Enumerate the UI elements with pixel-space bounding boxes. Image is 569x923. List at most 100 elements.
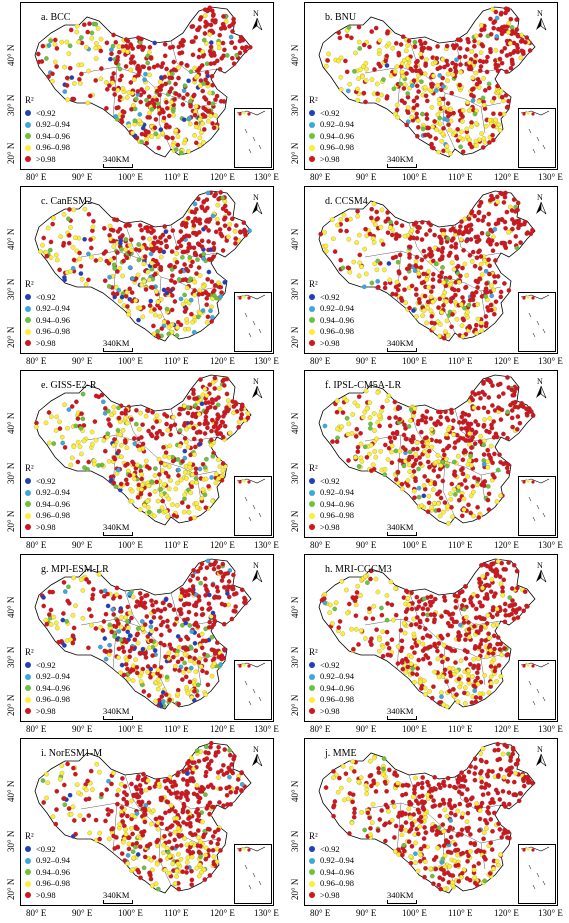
station-point <box>466 302 472 308</box>
station-point <box>475 593 480 599</box>
station-point <box>424 112 430 117</box>
station-point <box>396 52 402 58</box>
station-point <box>204 70 210 75</box>
station-point <box>447 688 452 694</box>
legend-item: <0.92 <box>309 108 354 120</box>
station-point <box>493 65 499 71</box>
station-point <box>149 107 155 112</box>
station-point <box>219 578 225 583</box>
station-point <box>107 648 113 654</box>
station-point <box>151 608 156 614</box>
station-point <box>209 634 215 640</box>
station-point <box>420 648 426 653</box>
station-point <box>459 129 464 135</box>
station-point <box>62 402 67 408</box>
station-point <box>216 837 222 842</box>
station-point <box>432 617 437 622</box>
station-point <box>111 770 116 776</box>
station-point <box>248 44 253 50</box>
station-point <box>343 58 348 64</box>
station-point <box>380 644 386 650</box>
station-point <box>411 78 417 83</box>
station-point <box>515 200 521 206</box>
station-point <box>467 634 472 640</box>
station-point <box>434 55 440 61</box>
station-point <box>386 261 392 266</box>
station-point <box>382 472 388 477</box>
y-tick-label: 40° N <box>6 412 16 434</box>
station-point <box>171 607 177 613</box>
station-point <box>438 414 444 420</box>
station-point <box>158 264 164 270</box>
station-point <box>506 560 511 565</box>
station-point <box>104 106 109 111</box>
station-point <box>190 411 196 417</box>
station-point <box>68 269 74 274</box>
station-point <box>160 61 166 66</box>
station-point <box>482 392 488 397</box>
station-point <box>463 685 468 690</box>
station-point <box>172 829 178 835</box>
station-point <box>154 861 160 867</box>
station-point <box>169 75 175 81</box>
station-point <box>219 290 224 295</box>
station-point <box>484 289 490 295</box>
province-boundary <box>480 658 486 686</box>
station-point <box>349 431 355 436</box>
station-point <box>137 591 143 596</box>
station-point <box>135 89 141 94</box>
station-point <box>205 682 211 688</box>
station-point <box>416 89 421 94</box>
station-point <box>445 656 450 662</box>
station-point <box>237 38 243 44</box>
station-point <box>73 235 78 241</box>
station-point <box>425 655 431 661</box>
station-point <box>149 433 155 439</box>
station-point <box>130 276 135 281</box>
station-point <box>450 295 456 301</box>
station-point <box>202 431 208 436</box>
station-point <box>405 105 411 111</box>
station-point <box>51 215 56 221</box>
station-point <box>469 144 475 150</box>
station-point <box>329 621 335 626</box>
legend-swatch <box>309 478 315 485</box>
station-point <box>494 241 500 247</box>
station-point <box>148 624 154 630</box>
station-point <box>520 49 526 54</box>
station-point <box>123 477 129 483</box>
station-point <box>478 395 483 401</box>
station-point <box>92 461 97 467</box>
station-point <box>181 669 186 675</box>
south-china-sea-inset <box>518 476 556 536</box>
legend: R² <0.92 0.92–0.94 0.94–0.96 0.96–0.98 >0.98 <box>25 95 70 165</box>
station-point <box>493 47 499 53</box>
station-point <box>189 484 195 490</box>
station-point <box>82 465 87 470</box>
station-point <box>473 33 479 39</box>
station-point <box>515 585 520 591</box>
station-point <box>450 72 456 78</box>
station-point <box>178 269 183 275</box>
station-point <box>200 49 205 55</box>
station-point <box>428 294 434 300</box>
station-point <box>162 41 168 47</box>
legend-swatch <box>309 121 315 128</box>
station-point <box>141 261 147 267</box>
station-point <box>204 670 210 676</box>
station-point <box>79 62 85 68</box>
station-point <box>106 459 112 464</box>
station-point <box>203 418 209 423</box>
station-point <box>167 808 172 814</box>
station-point <box>448 299 454 304</box>
station-point <box>161 842 166 848</box>
station-point <box>126 123 132 129</box>
station-point <box>421 596 427 602</box>
legend-label: <0.92 <box>320 107 340 118</box>
station-point <box>227 748 232 753</box>
station-point <box>69 404 75 409</box>
legend-label: 0.94–0.96 <box>36 498 70 509</box>
station-point <box>137 67 142 73</box>
legend-label: >0.98 <box>36 705 56 716</box>
station-point <box>172 622 178 627</box>
